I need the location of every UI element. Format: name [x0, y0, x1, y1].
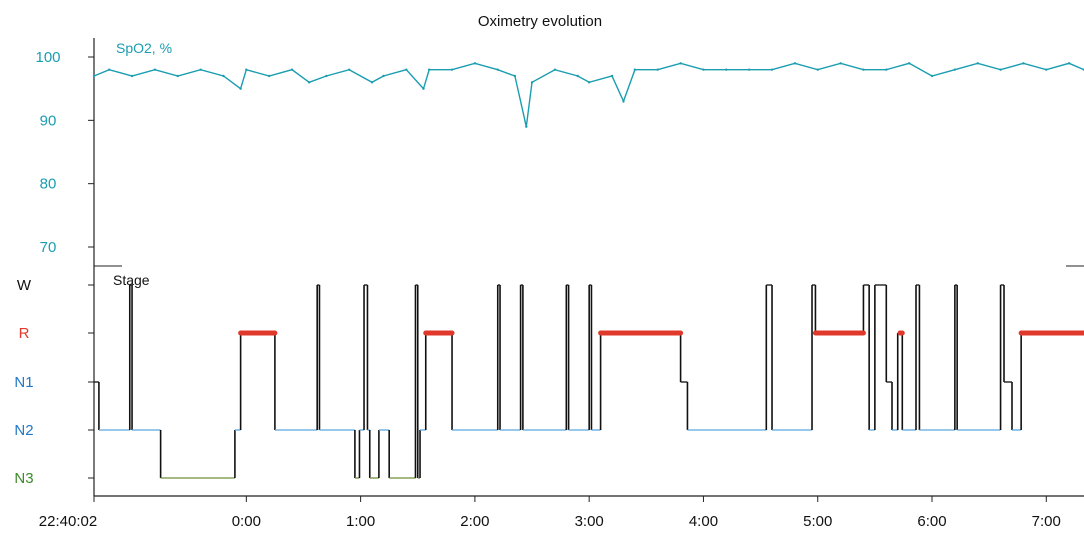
- spo2-point: [130, 74, 134, 78]
- spo2-point: [92, 74, 96, 78]
- spo2-point: [793, 62, 797, 65]
- spo2-point: [239, 87, 242, 90]
- spo2-point: [999, 68, 1002, 71]
- spo2-point: [633, 68, 637, 71]
- spo2-point: [107, 68, 111, 71]
- x-tick-label: 0:00: [232, 513, 261, 530]
- spo2-point: [473, 62, 477, 65]
- stage-series-label: Stage: [113, 272, 150, 288]
- spo2-tick-label: 80: [40, 176, 57, 193]
- spo2-tick-label: 90: [40, 112, 57, 129]
- spo2-point: [405, 68, 408, 71]
- stage-tick-label: W: [17, 277, 32, 294]
- spo2-point: [976, 62, 979, 65]
- spo2-point: [770, 68, 774, 71]
- spo2-point: [1022, 62, 1025, 65]
- spo2-point: [622, 100, 625, 103]
- spo2-point: [679, 62, 682, 65]
- spo2-y-ticks: 100 90 80 70: [35, 49, 94, 256]
- spo2-point: [930, 74, 934, 78]
- x-tick-label: 2:00: [460, 513, 489, 530]
- spo2-point: [953, 68, 957, 71]
- x-tick-label: 5:00: [803, 513, 832, 530]
- x-tick-label: 3:00: [575, 513, 604, 530]
- x-tick-label: 6:00: [917, 513, 946, 530]
- spo2-point: [450, 68, 454, 71]
- stage-series: [94, 284, 1084, 479]
- x-tick-label: 7:00: [1032, 513, 1061, 530]
- spo2-point: [176, 74, 179, 78]
- stage-tick-label: N1: [14, 374, 33, 391]
- spo2-point: [347, 68, 351, 71]
- spo2-point: [839, 62, 842, 65]
- spo2-series: [92, 62, 1084, 128]
- stage-tick-label: N3: [14, 470, 33, 487]
- spo2-point: [496, 68, 499, 71]
- spo2-point: [513, 74, 517, 78]
- spo2-point: [587, 81, 591, 84]
- chart-title: Oximetry evolution: [478, 13, 602, 30]
- spo2-point: [427, 68, 431, 71]
- spo2-point: [725, 68, 728, 71]
- stage-tick-label: R: [19, 325, 30, 342]
- spo2-point: [702, 68, 705, 71]
- x-tick-label: 1:00: [346, 513, 375, 530]
- spo2-point: [370, 81, 374, 84]
- spo2-tick-label: 100: [35, 49, 60, 66]
- spo2-point: [382, 74, 385, 78]
- spo2-point: [267, 74, 271, 78]
- spo2-point: [290, 68, 294, 71]
- spo2-series-label: SpO2, %: [116, 40, 172, 56]
- spo2-point: [747, 68, 751, 71]
- spo2-point: [222, 74, 225, 78]
- spo2-point: [576, 74, 579, 78]
- spo2-point: [325, 74, 328, 78]
- spo2-point: [816, 68, 819, 71]
- spo2-point: [656, 68, 659, 71]
- stage-tick-label: N2: [14, 422, 33, 439]
- spo2-point: [553, 68, 557, 71]
- spo2-point: [862, 68, 865, 71]
- stage-y-ticks: W R N1 N2 N3: [14, 277, 94, 487]
- spo2-point: [245, 68, 248, 71]
- spo2-point: [907, 62, 911, 65]
- spo2-line: [93, 62, 1084, 127]
- spo2-point: [525, 125, 528, 128]
- x-tick-label: 4:00: [689, 513, 718, 530]
- spo2-point: [307, 81, 311, 84]
- spo2-point: [199, 68, 202, 71]
- spo2-tick-label: 70: [40, 239, 57, 256]
- spo2-point: [422, 87, 425, 90]
- spo2-point: [610, 74, 614, 78]
- spo2-point: [1067, 62, 1071, 65]
- spo2-point: [530, 81, 534, 84]
- x-axis-ticks: 22:40:02 0:00 1:00 2:00 3:00 4:00 5:00 6:00 7:00: [39, 496, 1061, 530]
- spo2-point: [1045, 68, 1048, 71]
- x-start-label: 22:40:02: [39, 513, 97, 530]
- spo2-point: [153, 68, 157, 71]
- spo2-point: [885, 68, 888, 71]
